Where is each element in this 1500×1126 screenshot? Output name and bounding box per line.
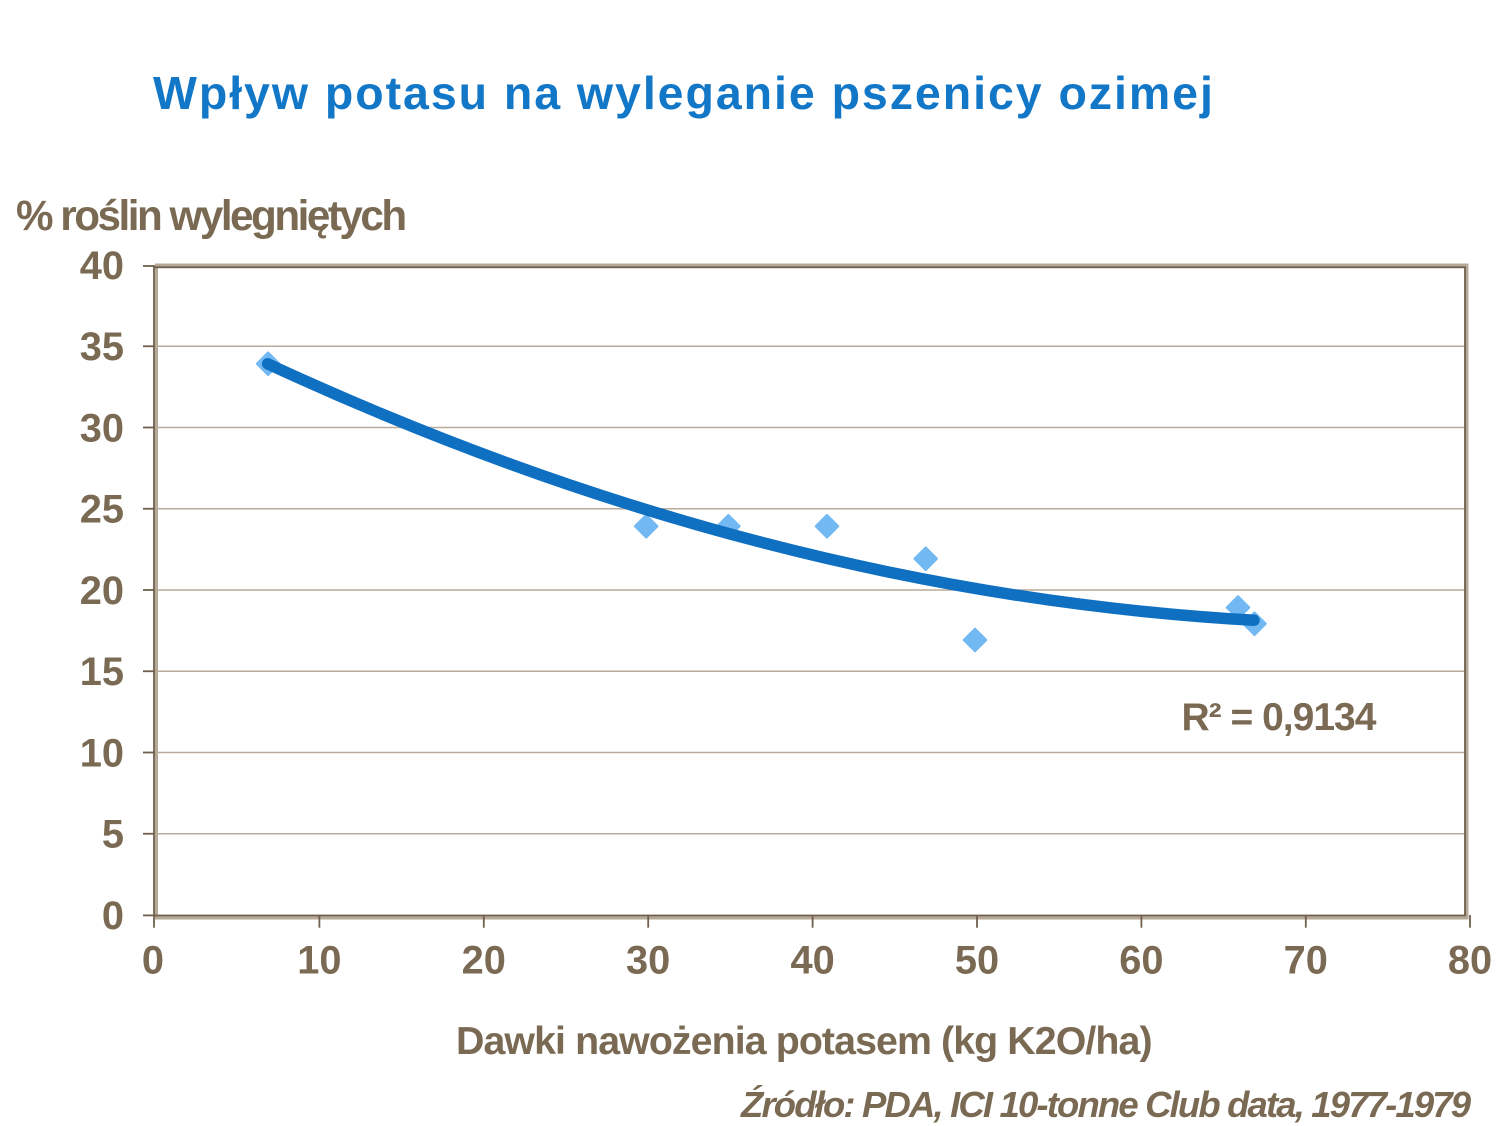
svg-text:50: 50 — [955, 938, 999, 982]
svg-text:80: 80 — [1448, 938, 1492, 982]
svg-text:% roślin wylegniętych: % roślin wylegniętych — [16, 192, 405, 239]
svg-text:60: 60 — [1119, 938, 1163, 982]
svg-text:Dawki nawożenia potasem (kg K2: Dawki nawożenia potasem (kg K2O/ha) — [456, 1019, 1152, 1063]
svg-text:20: 20 — [80, 569, 124, 613]
svg-text:15: 15 — [80, 650, 124, 694]
svg-text:30: 30 — [80, 406, 124, 450]
svg-text:5: 5 — [102, 813, 124, 857]
svg-text:30: 30 — [626, 938, 670, 982]
svg-text:Źródło: PDA, ICI 10-tonne Club: Źródło: PDA, ICI 10-tonne Club data, 197… — [740, 1084, 1472, 1125]
svg-text:0: 0 — [142, 938, 164, 982]
svg-text:35: 35 — [80, 325, 124, 369]
svg-text:R² = 0,9134: R² = 0,9134 — [1182, 696, 1377, 739]
svg-text:10: 10 — [297, 938, 341, 982]
svg-text:70: 70 — [1284, 938, 1328, 982]
svg-text:20: 20 — [462, 938, 506, 982]
svg-text:40: 40 — [790, 938, 834, 982]
svg-text:0: 0 — [102, 894, 124, 938]
svg-text:25: 25 — [80, 488, 124, 532]
svg-text:Wpływ potasu na wyleganie psze: Wpływ potasu na wyleganie pszenicy ozime… — [153, 67, 1215, 119]
svg-text:40: 40 — [80, 244, 124, 288]
svg-text:10: 10 — [80, 731, 124, 775]
